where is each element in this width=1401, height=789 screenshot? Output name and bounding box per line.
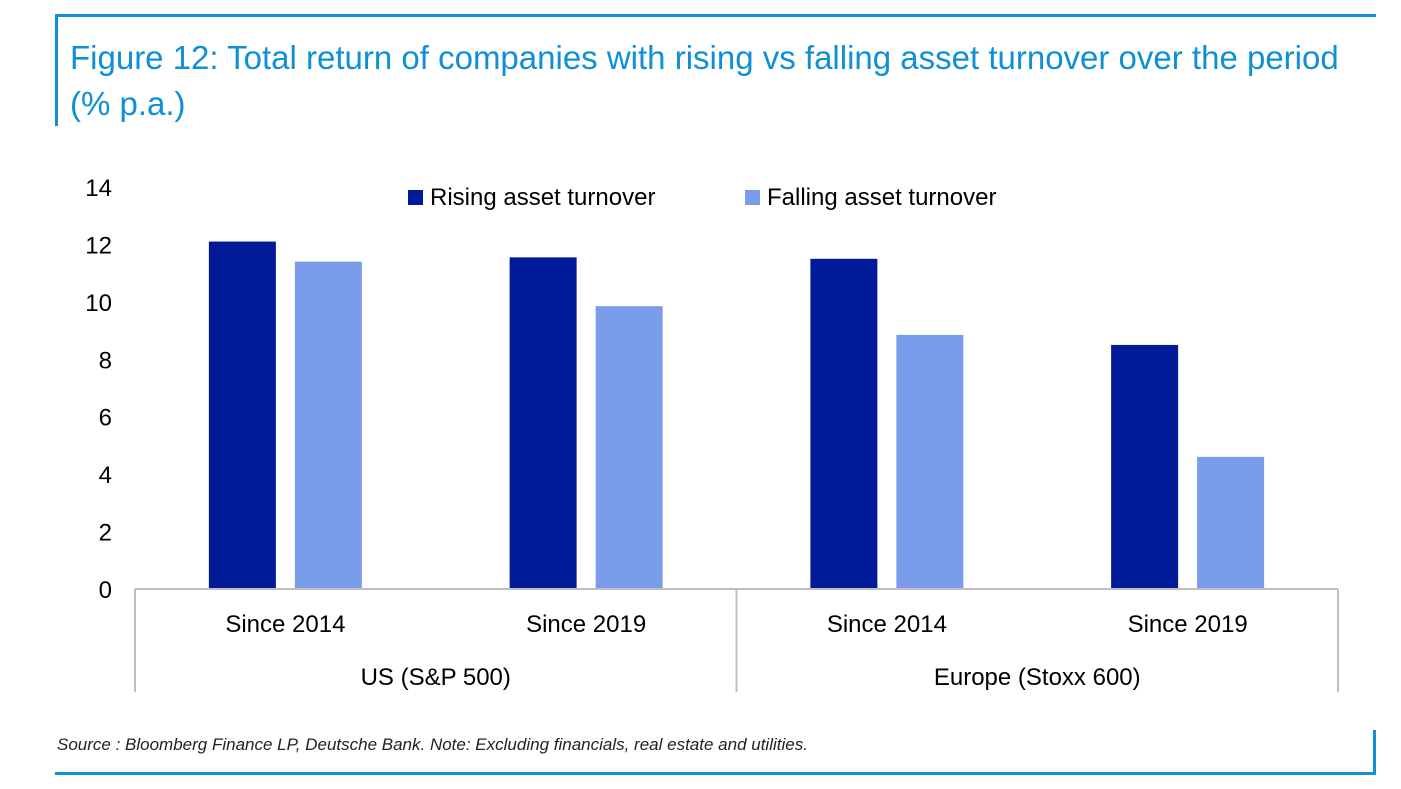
frame-left-rule xyxy=(55,14,58,126)
y-axis: 0 2 4 6 8 10 12 14 xyxy=(85,175,112,604)
legend: Rising asset turnover Falling asset turno… xyxy=(408,184,996,211)
x-category-label: Since 2019 xyxy=(1128,611,1248,638)
bar-falling-1 xyxy=(595,306,663,589)
y-tick-label: 12 xyxy=(85,232,112,259)
y-tick-label: 4 xyxy=(99,462,112,489)
bar-falling-2 xyxy=(896,334,964,589)
source-note: Source : Bloomberg Finance LP, Deutsche … xyxy=(57,735,808,754)
y-tick-label: 6 xyxy=(99,405,112,432)
legend-label: Rising asset turnover xyxy=(430,184,655,211)
x-group-label: Europe (Stoxx 600) xyxy=(934,664,1141,691)
bar-rising-0 xyxy=(208,241,276,590)
legend-swatch-rising xyxy=(408,190,423,205)
bar-falling-0 xyxy=(294,261,362,589)
x-category-label: Since 2019 xyxy=(526,611,646,638)
bar-falling-3 xyxy=(1197,456,1265,589)
y-tick-label: 14 xyxy=(85,175,112,202)
bars xyxy=(208,241,1265,590)
x-category-label: Since 2014 xyxy=(827,611,947,638)
x-category-label: Since 2014 xyxy=(225,611,345,638)
bar-rising-1 xyxy=(509,257,577,589)
bar-rising-3 xyxy=(1111,344,1179,589)
y-tick-label: 0 xyxy=(99,577,112,604)
legend-label: Falling asset turnover xyxy=(767,184,996,211)
y-tick-label: 8 xyxy=(99,347,112,374)
x-axis: Since 2014 Since 2019 Since 2014 Since 2019… xyxy=(134,588,1339,692)
figure-title: Figure 12: Total return of companies wit… xyxy=(70,39,1339,122)
frame-top-rule xyxy=(55,14,1376,17)
x-group-label: US (S&P 500) xyxy=(361,664,511,691)
bar-rising-2 xyxy=(810,258,878,589)
frame-bottom-rule xyxy=(55,772,1376,775)
y-tick-label: 10 xyxy=(85,290,112,317)
legend-swatch-falling xyxy=(745,190,760,205)
frame-right-rule xyxy=(1373,730,1376,775)
y-tick-label: 2 xyxy=(99,520,112,547)
